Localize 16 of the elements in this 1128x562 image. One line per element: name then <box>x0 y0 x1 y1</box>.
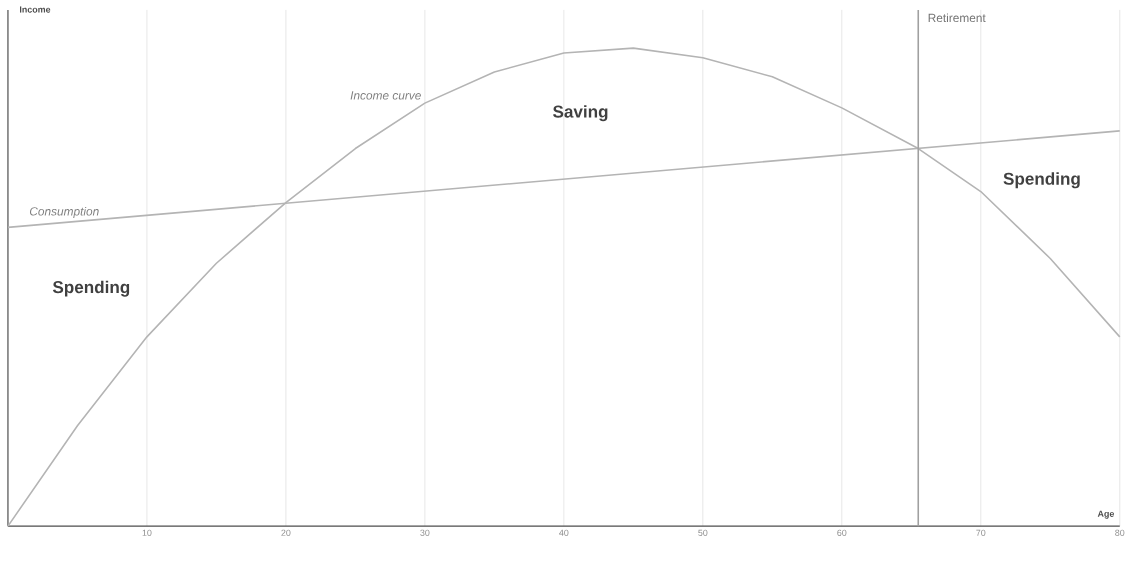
x-axis-title: Age <box>1097 510 1115 519</box>
x-tick-label: 40 <box>559 529 569 536</box>
y-axis-title: Income <box>19 6 51 13</box>
series-label: Income curve <box>350 91 421 100</box>
annotation: Saving <box>553 105 608 122</box>
ref-line-label: Retirement <box>928 13 986 23</box>
x-tick-label: 30 <box>420 529 430 536</box>
annotation: Spending <box>52 280 130 297</box>
annotation: Spending <box>1003 172 1080 189</box>
x-tick-label: 20 <box>281 529 291 536</box>
x-tick-label: 10 <box>142 529 152 536</box>
x-tick-label: 60 <box>837 529 847 536</box>
x-tick-label: 70 <box>976 529 986 536</box>
x-tick-label: 80 <box>1115 529 1125 536</box>
x-tick-label: 50 <box>698 529 708 536</box>
series-label: Consumption <box>29 206 99 219</box>
